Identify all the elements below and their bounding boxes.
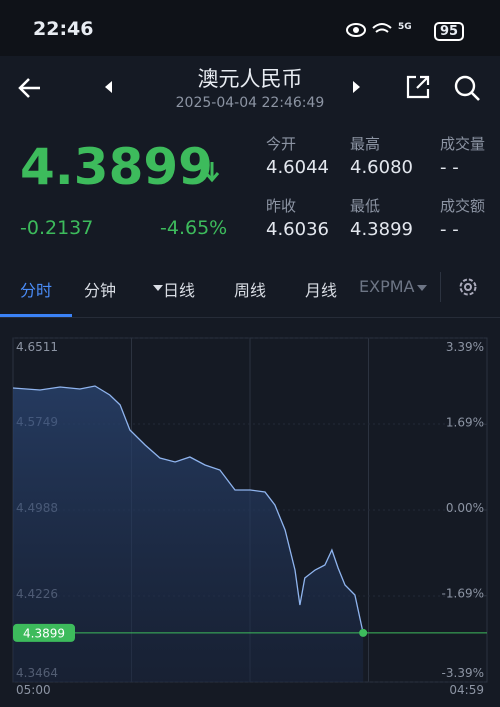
settings-button[interactable]: [457, 276, 479, 298]
y2-tick-label: -3.39%: [442, 666, 484, 680]
tab[interactable]: 分时: [20, 281, 53, 300]
tab[interactable]: EXPMA: [359, 277, 415, 296]
title: 澳元人民币: [197, 67, 303, 91]
change: -0.2137: [20, 217, 94, 239]
tab[interactable]: 日线: [163, 281, 196, 300]
x-tick-label: 04:59: [449, 683, 484, 697]
search-button[interactable]: [452, 73, 482, 103]
y-tick-label: 4.6511: [16, 340, 58, 354]
tab-underline: [0, 314, 72, 317]
price: 4.3899: [20, 138, 213, 196]
stat-value: - -: [440, 157, 459, 178]
y2-tick-label: 1.69%: [446, 415, 484, 429]
datetime: 2025-04-04 22:46:49: [175, 95, 325, 111]
price-badge-label: 4.3899: [23, 626, 65, 640]
stat-value: 4.6080: [350, 157, 413, 178]
share-button[interactable]: [404, 73, 432, 101]
stat-label: 最低: [350, 197, 381, 215]
price-badge: [13, 623, 75, 642]
back-button[interactable]: [16, 74, 44, 102]
stat-value: 4.3899: [350, 219, 413, 240]
area: [13, 386, 364, 682]
stat-label: 成交量: [440, 135, 486, 153]
network: 5G: [398, 22, 412, 32]
battery: 95: [434, 22, 465, 41]
status-time: 22:46: [33, 18, 94, 40]
line: [12, 385, 364, 634]
prev-button[interactable]: [103, 80, 115, 94]
stat-label: 昨收: [266, 197, 297, 215]
status-bar: [0, 0, 500, 56]
y2-tick-label: 0.00%: [446, 501, 484, 515]
stat-value: 4.6036: [266, 219, 329, 240]
status-icons: [346, 23, 392, 37]
dropdown: [417, 285, 427, 291]
change-pct: -4.65%: [160, 217, 228, 239]
divider: [440, 272, 441, 302]
x-tick-label: 05:00: [16, 683, 51, 697]
dropdown: [153, 285, 163, 291]
stat-label: 今开: [266, 135, 297, 153]
last-point: [359, 628, 368, 637]
tab[interactable]: 周线: [234, 281, 267, 300]
y2-tick-label: 3.39%: [446, 340, 484, 354]
tab[interactable]: 月线: [305, 281, 338, 300]
y2-tick-label: -1.69%: [442, 587, 484, 601]
stat-value: 4.6044: [266, 157, 329, 178]
separator: [0, 317, 500, 318]
chart: 4.65114.57494.49884.42264.34643.39%1.69%…: [12, 337, 488, 697]
stat-label: 最高: [350, 135, 381, 153]
stat-label: 成交额: [440, 197, 486, 215]
stat-value: - -: [440, 219, 459, 240]
down-arrow: [204, 162, 220, 183]
next-button[interactable]: [350, 80, 362, 94]
tab[interactable]: 分钟: [84, 281, 117, 300]
